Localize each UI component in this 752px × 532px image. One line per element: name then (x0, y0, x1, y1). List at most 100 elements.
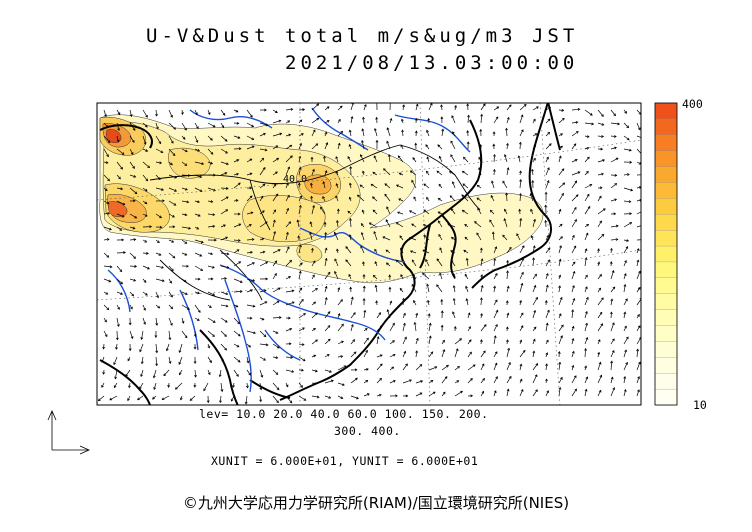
wind-vector (450, 250, 456, 254)
wind-vector-head (121, 152, 125, 155)
wind-vector (129, 265, 137, 267)
wind-vector-head (574, 159, 578, 162)
wind-vector (376, 394, 382, 397)
wind-vector (219, 395, 222, 403)
wind-vector-head (264, 301, 268, 304)
wind-vector-head (400, 247, 403, 251)
wind-vector-head (573, 143, 577, 147)
wind-vector (532, 363, 538, 371)
wind-vector-head (577, 171, 581, 175)
wind-vector-head (373, 231, 377, 234)
wind-vector (492, 232, 495, 241)
wind-vector (350, 351, 357, 358)
wind-vector-head (147, 266, 150, 270)
wind-vector (181, 278, 187, 282)
wind-vector (155, 278, 165, 282)
wind-vector-head (184, 127, 187, 131)
wind-vector (139, 343, 144, 352)
wind-vector (597, 297, 604, 306)
wind-vector-head (108, 227, 112, 231)
wind-vector (519, 114, 523, 124)
wind-vector (532, 106, 539, 111)
wind-vector-head (442, 391, 446, 395)
wind-vector-head (184, 213, 188, 217)
wind-vector-head (370, 183, 374, 187)
wind-vector (506, 339, 509, 345)
wind-vector (584, 297, 589, 306)
wind-vector-head (519, 179, 523, 182)
wind-vector (324, 232, 327, 241)
wind-vector (610, 248, 613, 254)
wind-vector (558, 387, 561, 397)
wind-vector-head (521, 245, 525, 249)
wind-vector (129, 252, 136, 259)
wind-vector (504, 218, 508, 228)
wind-vector-head (533, 157, 536, 161)
wind-vector (519, 245, 525, 254)
wind-vector (324, 286, 327, 293)
wind-vector (506, 104, 512, 111)
wind-vector-head (561, 192, 564, 196)
wind-vector (116, 291, 123, 295)
wind-vector (337, 143, 340, 150)
wind-vector-head (585, 376, 589, 380)
wind-vector-head (586, 135, 590, 138)
wind-vector-head (121, 238, 125, 242)
wind-vector-head (366, 337, 369, 341)
wind-vector-head (313, 327, 316, 331)
wind-vector-head (615, 238, 619, 241)
wind-vector-head (355, 377, 358, 381)
wind-vector (623, 312, 626, 319)
wind-vector (116, 252, 126, 254)
wind-vector (462, 210, 469, 215)
wind-vector-head (237, 333, 241, 337)
wind-vector-head (558, 361, 562, 365)
wind-vector-head (414, 117, 418, 121)
wind-vector (467, 339, 472, 345)
wind-vector-head (309, 221, 313, 225)
wind-vector-head (586, 146, 590, 150)
wind-vector-head (397, 155, 401, 159)
wind-vector-head (573, 206, 577, 210)
wind-vector-head (140, 361, 144, 365)
wind-vector-head (236, 121, 240, 125)
wind-vector-head (152, 375, 156, 379)
wind-vector-head (521, 271, 524, 275)
wind-vector-head (378, 393, 382, 397)
wind-vector (168, 148, 176, 156)
wind-vector-head (262, 167, 266, 170)
wind-vector (506, 313, 509, 319)
wind-vector-head (437, 144, 441, 148)
rivers (107, 107, 471, 393)
wind-vector-head (584, 347, 588, 351)
wind-vector (113, 382, 118, 388)
wind-vector (400, 144, 404, 150)
wind-vector-head (585, 296, 589, 300)
wind-vector-head (423, 209, 427, 213)
wind-vector (207, 369, 211, 375)
wind-vector-head (155, 363, 159, 367)
wind-vector-head (364, 328, 368, 331)
wind-vector (531, 235, 534, 241)
wind-vector (636, 148, 641, 154)
wind-vector (129, 278, 136, 282)
wind-vector (412, 274, 417, 280)
wind-vector (438, 234, 443, 241)
wind-vector (597, 196, 602, 202)
wind-vector-head (156, 295, 159, 299)
wind-vector-head (195, 140, 199, 143)
wind-vector-head (213, 188, 216, 192)
wind-vector-head (476, 232, 479, 236)
wind-vector (194, 291, 200, 294)
wind-vector (335, 195, 339, 202)
wind-vector (103, 109, 107, 117)
wind-vector-head (207, 112, 211, 116)
wind-vector-head (519, 192, 523, 196)
wind-vector (584, 311, 588, 319)
wind-vector-head (379, 354, 383, 358)
wind-vector-head (275, 331, 279, 334)
wind-vector-head (277, 287, 281, 291)
wind-vector-head (113, 362, 116, 366)
wind-vector-head (181, 320, 185, 324)
wind-vector (451, 237, 456, 241)
